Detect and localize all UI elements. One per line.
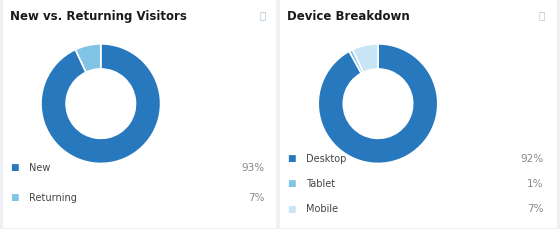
Text: Tablet: Tablet (306, 178, 335, 188)
Text: Device Breakdown: Device Breakdown (287, 10, 410, 23)
Text: ■: ■ (10, 163, 18, 172)
Text: ■: ■ (287, 153, 295, 163)
Wedge shape (353, 45, 378, 73)
Wedge shape (318, 45, 438, 164)
Wedge shape (76, 45, 101, 73)
Text: 92%: 92% (520, 153, 543, 163)
Wedge shape (349, 50, 363, 74)
Text: 93%: 93% (241, 162, 264, 172)
Text: Mobile: Mobile (306, 203, 338, 213)
Wedge shape (41, 45, 161, 164)
Text: ⓘ: ⓘ (260, 10, 266, 20)
Text: ■: ■ (10, 192, 18, 202)
Text: 7%: 7% (248, 192, 264, 202)
Text: Desktop: Desktop (306, 153, 346, 163)
Text: New: New (29, 162, 50, 172)
Text: 1%: 1% (527, 178, 543, 188)
Text: 7%: 7% (527, 203, 543, 213)
Text: ■: ■ (287, 179, 295, 188)
Text: New vs. Returning Visitors: New vs. Returning Visitors (10, 10, 187, 23)
Text: ■: ■ (287, 204, 295, 213)
Text: Returning: Returning (29, 192, 77, 202)
Text: ⓘ: ⓘ (538, 10, 544, 20)
